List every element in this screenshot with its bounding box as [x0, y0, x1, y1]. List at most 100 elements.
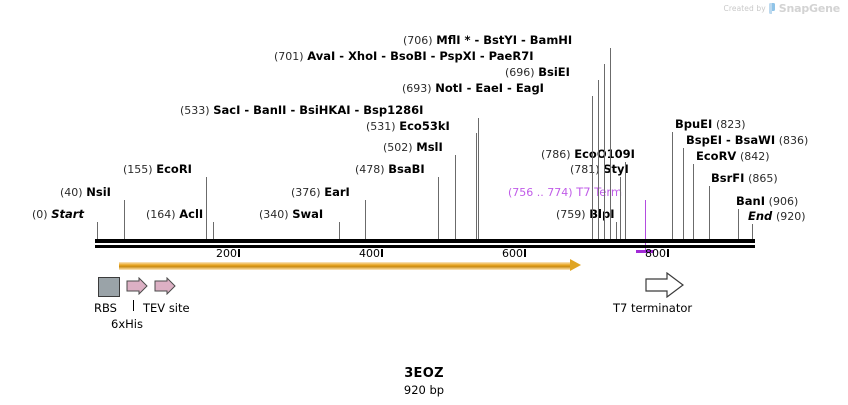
- enzyme-name: NsiI: [86, 185, 111, 199]
- sequence-bar-top[interactable]: [95, 239, 755, 243]
- site-label-ecoRV[interactable]: EcoRV (842): [696, 150, 770, 163]
- enzyme-name: BsoBI: [390, 49, 427, 63]
- leader-line-avaI: [604, 64, 605, 239]
- sequence-title: 3EOZ: [404, 366, 444, 381]
- site-label-bsrFI[interactable]: BsrFI (865): [711, 172, 778, 185]
- site-label-earI[interactable]: (376) EarI: [291, 186, 350, 199]
- site-label-start[interactable]: (0) Start: [32, 208, 84, 221]
- enzyme-name: BsiEI: [538, 65, 570, 79]
- site-position: (759): [556, 208, 586, 221]
- site-label-ecoO109I[interactable]: (786) EcoO109I: [541, 148, 635, 161]
- axis-tick-200: [238, 249, 240, 257]
- enzyme-name: BspEI: [686, 133, 722, 147]
- site-label-mflI[interactable]: (706) MflI * - BstYI - BamHI: [403, 33, 573, 47]
- leader-line-notI: [592, 96, 593, 239]
- enzyme-name: BstYI: [483, 33, 518, 47]
- enzyme-name: StyI: [603, 162, 629, 176]
- enzyme-name: MflI *: [436, 33, 471, 47]
- site-position: (531): [366, 120, 396, 133]
- site-label-bpuEI[interactable]: BpuEI (823): [675, 118, 746, 131]
- leader-line-nsiI: [124, 200, 125, 239]
- enzyme-name: BanI: [736, 194, 765, 208]
- site-position: (836): [778, 134, 809, 147]
- leader-line-bsiEI: [598, 80, 599, 239]
- feature-label-6xhis: 6xHis: [111, 317, 143, 331]
- enzyme-name: Bsp1286I: [363, 103, 424, 117]
- site-position: (786): [541, 148, 571, 161]
- site-label-end[interactable]: End (920): [748, 210, 806, 223]
- feature-tick-6xhis: [133, 300, 134, 311]
- site-label-swaI[interactable]: (340) SwaI: [259, 208, 323, 221]
- feature-range: (756 .. 774): [508, 186, 573, 199]
- feature-glyph-t7-terminator[interactable]: [645, 271, 685, 302]
- site-label-bspEI[interactable]: BspEI - BsaWI (836): [686, 133, 809, 147]
- leader-line-aclI: [213, 222, 214, 239]
- leader-line-ecoO109I: [625, 162, 626, 239]
- site-position: (502): [383, 141, 413, 154]
- site-label-mslI[interactable]: (502) MslI: [383, 141, 443, 154]
- feature-label-t7-terminator: T7 terminator: [613, 301, 693, 315]
- axis-tick-600: [524, 249, 526, 257]
- enzyme-name: EcoRI: [156, 162, 192, 176]
- site-position: (696): [505, 66, 535, 79]
- enzyme-name: AvaI: [307, 49, 336, 63]
- site-label-blpI[interactable]: (759) BlpI: [556, 208, 614, 221]
- site-position: (155): [123, 163, 153, 176]
- enzyme-name: BsrFI: [711, 171, 745, 185]
- feature-name: T7 Term: [576, 185, 623, 199]
- site-position: (701): [274, 50, 304, 63]
- sequence-bar-bottom[interactable]: [95, 245, 755, 248]
- leader-line-t7-term: [645, 200, 646, 250]
- site-label-eco53kI[interactable]: (531) Eco53kI: [366, 120, 450, 133]
- leader-line-ecoRI: [206, 177, 207, 239]
- site-label-styI[interactable]: (781) StyI: [570, 163, 629, 176]
- site-position: (340): [259, 208, 289, 221]
- leader-line-swaI: [339, 222, 340, 239]
- enzyme-name: AclI: [179, 207, 204, 221]
- leader-line-start: [97, 222, 98, 239]
- site-position: (376): [291, 186, 321, 199]
- axis-tick-label-800: 800: [645, 247, 666, 260]
- snapgene-watermark: Created by SnapGene: [724, 2, 841, 15]
- feature-glyph-tev-site[interactable]: [154, 276, 176, 299]
- site-position: (40): [60, 186, 83, 199]
- sequence-length: 920 bp: [403, 383, 445, 397]
- feature-glyph-rbs[interactable]: [98, 277, 120, 297]
- feature-label-tev-site: TEV site: [143, 301, 190, 315]
- site-label-avaI[interactable]: (701) AvaI - XhoI - BsoBI - PspXI - PaeR…: [274, 49, 534, 63]
- site-position: (906): [768, 195, 799, 208]
- arrow-right-icon: [154, 276, 176, 296]
- site-label-banI[interactable]: BanI (906): [736, 195, 798, 208]
- enzyme-name: SwaI: [292, 207, 324, 221]
- leader-line-end: [752, 224, 753, 239]
- site-position: (865): [748, 172, 778, 185]
- feature-glyph-6xhis[interactable]: [126, 276, 148, 299]
- enzyme-name: BsaWI: [734, 133, 776, 147]
- leader-line-bspEI: [683, 148, 684, 239]
- site-label-ecoRI[interactable]: (155) EcoRI: [123, 163, 192, 176]
- leader-line-ecoRV: [693, 164, 694, 239]
- axis-tick-label-600: 600: [502, 247, 523, 260]
- snapgene-logo-icon: [768, 3, 776, 14]
- axis-tick-label-200: 200: [216, 247, 237, 260]
- site-label-sacI[interactable]: (533) SacI - BanII - BsiHKAI - Bsp1286I: [180, 103, 424, 117]
- site-label-bsiEI[interactable]: (696) BsiEI: [505, 66, 570, 79]
- enzyme-name: BpuEI: [675, 117, 713, 131]
- enzyme-name: NotI: [435, 81, 463, 95]
- feature-label-rbs: RBS: [94, 301, 117, 315]
- enzyme-name: EagI: [515, 81, 544, 95]
- enzyme-name: EarI: [324, 185, 350, 199]
- axis-tick-label-400: 400: [359, 247, 380, 260]
- site-position: (533): [180, 104, 210, 117]
- site-position: (693): [402, 82, 432, 95]
- site-label-bsaBI[interactable]: (478) BsaBI: [355, 163, 425, 176]
- site-position: (823): [715, 118, 746, 131]
- site-label-aclI[interactable]: (164) AclI: [146, 208, 203, 221]
- t7-terminator-feature-bar[interactable]: [636, 250, 654, 253]
- site-position: (706): [403, 34, 433, 47]
- enzyme-name: XhoI: [348, 49, 378, 63]
- site-label-nsiI[interactable]: (40) NsiI: [60, 186, 111, 199]
- site-label-notI[interactable]: (693) NotI - EaeI - EagI: [402, 81, 544, 95]
- orf-arrow[interactable]: [119, 259, 581, 271]
